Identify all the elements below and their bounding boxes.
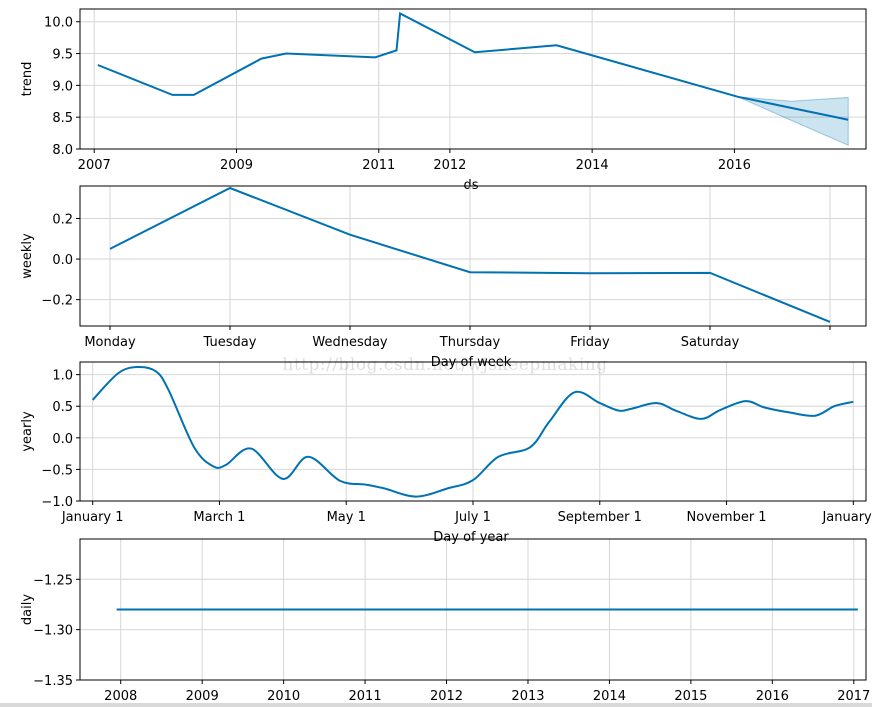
y-axis-label: yearly — [20, 411, 35, 452]
x-tick-label: 2017 — [837, 689, 870, 704]
y-tick-label: 8.5 — [52, 111, 73, 126]
y-tick-label: 0.0 — [52, 253, 73, 268]
y-tick-label: 9.5 — [52, 48, 73, 63]
axes-frame — [79, 538, 867, 681]
axes-frame — [79, 185, 867, 327]
x-tick-label: September 1 — [558, 510, 642, 525]
uncertainty-band — [737, 96, 849, 146]
x-tick-label: 2012 — [433, 158, 466, 173]
x-tick-label: 2008 — [104, 689, 137, 704]
x-tick-label: May 1 — [327, 510, 366, 525]
y-tick-label: 0.0 — [52, 432, 73, 447]
y-tick-label: 0.5 — [52, 400, 73, 415]
y-axis-label: trend — [20, 62, 35, 97]
y-tick-label: −1.35 — [33, 674, 73, 689]
x-tick-label: Tuesday — [203, 335, 257, 350]
y-tick-label: −1.0 — [41, 495, 73, 510]
x-tick-label: 2016 — [756, 689, 789, 704]
x-tick-label: 2016 — [718, 158, 751, 173]
y-tick-label: 1.0 — [52, 369, 73, 384]
x-tick-label: 2009 — [220, 158, 253, 173]
series-line-trend — [97, 11, 849, 121]
x-tick-label: 2013 — [511, 689, 544, 704]
x-axis-label: Day of year — [433, 530, 509, 545]
x-tick-label: 2012 — [430, 689, 463, 704]
subplots: 2007 2009 2011 2012 2014 2016 8.0 8.5 9.0 9.5 10.0… — [20, 8, 872, 704]
y-tick-label: 8.0 — [52, 143, 73, 158]
subplot-4: 2008 2009 2010 2011 2012 2013 2014 2015 2016 2017… — [20, 538, 870, 704]
x-tick-label: 2010 — [267, 689, 300, 704]
subplot-1: 2007 2009 2011 2012 2014 2016 8.0 8.5 9.0 9.5 10.0… — [20, 8, 867, 193]
x-tick-label: Friday — [570, 335, 610, 350]
x-tick-label: November 1 — [687, 510, 767, 525]
x-tick-label: 2015 — [674, 689, 707, 704]
y-axis-label: weekly — [20, 233, 35, 279]
x-tick-label: 2014 — [576, 158, 609, 173]
series-line-yearly — [91, 365, 854, 498]
y-tick-label: −0.2 — [41, 294, 73, 309]
y-tick-label: 0.2 — [52, 212, 73, 227]
x-tick-label: 2009 — [186, 689, 219, 704]
watermark-text: http://blog.csdn.net/wjskeepmaking — [282, 355, 607, 375]
y-tick-label: 10.0 — [44, 16, 73, 31]
subplot-2: Monday Tuesday Wednesday Thursday Friday Satu… — [20, 185, 867, 370]
x-tick-label: January 1 — [821, 510, 872, 525]
x-tick-label: July 1 — [454, 510, 491, 525]
x-tick-label: March 1 — [193, 510, 245, 525]
series-line-weekly — [109, 186, 831, 323]
x-tick-label: 2014 — [593, 689, 626, 704]
y-tick-label: 9.0 — [52, 79, 73, 94]
axes-frame — [79, 8, 867, 150]
x-tick-label: January 1 — [61, 510, 124, 525]
x-tick-label: 2011 — [349, 689, 382, 704]
x-tick-label: 2011 — [362, 158, 395, 173]
x-tick-label: Saturday — [681, 335, 740, 350]
x-tick-label: Thursday — [439, 335, 501, 350]
y-tick-label: −1.30 — [33, 624, 73, 639]
x-tick-label: Wednesday — [312, 335, 388, 350]
bottom-strip — [0, 703, 872, 707]
y-tick-label: −1.25 — [33, 573, 73, 588]
x-tick-label: 2007 — [78, 158, 111, 173]
subplot-3: January 1 March 1 May 1 July 1 September 1 No… — [20, 361, 872, 545]
y-tick-label: −0.5 — [41, 463, 73, 478]
x-tick-label: Monday — [84, 335, 136, 350]
y-axis-label: daily — [20, 594, 35, 625]
